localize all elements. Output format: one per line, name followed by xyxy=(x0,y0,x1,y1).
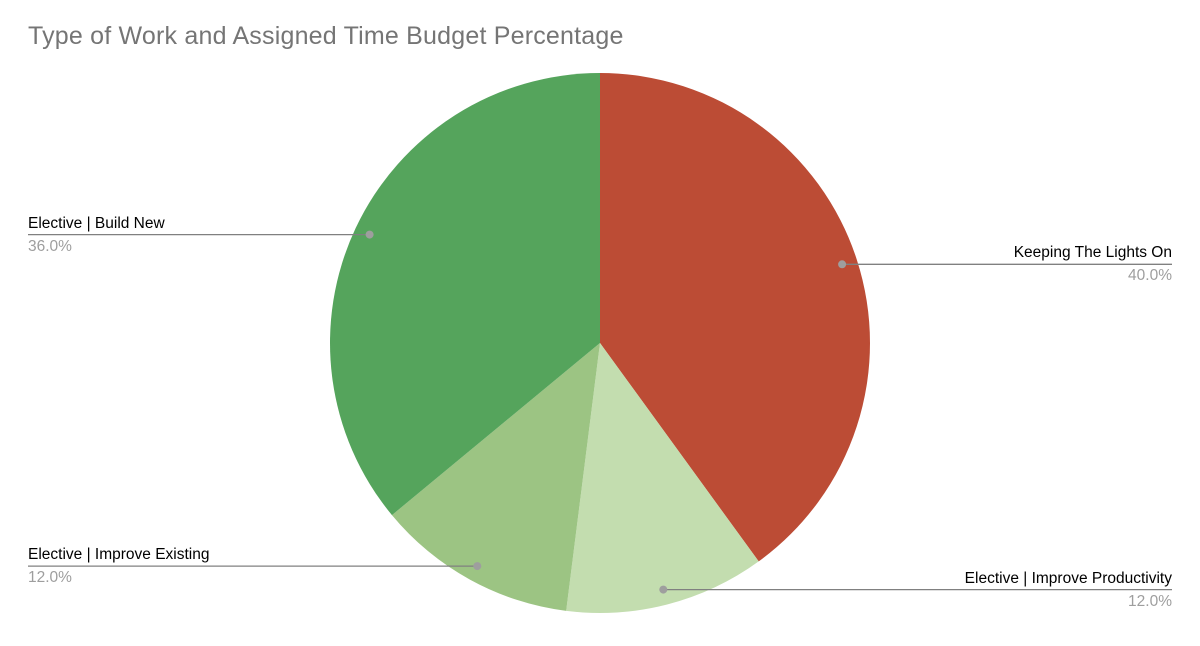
pie-slice-keeping-the-lights-on[interactable] xyxy=(600,73,870,562)
leader-dot-elective-improve-productivity xyxy=(659,585,668,594)
pie-label-elective-improve-existing: Elective | Improve Existing xyxy=(28,546,210,564)
pie-label-elective-improve-productivity: Elective | Improve Productivity xyxy=(964,569,1172,587)
pie-pct-keeping-the-lights-on: 40.0% xyxy=(1128,267,1172,285)
leader-dot-keeping-the-lights-on xyxy=(838,260,847,269)
pie-slice-elective-improve-productivity[interactable] xyxy=(566,343,759,613)
chart-title: Type of Work and Assigned Time Budget Pe… xyxy=(28,22,624,50)
pie-pct-elective-improve-existing: 12.0% xyxy=(28,569,72,587)
pie-label-elective-build-new: Elective | Build New xyxy=(28,214,165,232)
leader-dot-elective-build-new xyxy=(365,230,374,239)
leader-dot-elective-improve-existing xyxy=(473,562,482,571)
pie-pct-elective-build-new: 36.0% xyxy=(28,237,72,255)
pie-slice-elective-build-new[interactable] xyxy=(330,73,600,516)
pie-label-keeping-the-lights-on: Keeping The Lights On xyxy=(1013,244,1172,262)
pie-pct-elective-improve-productivity: 12.0% xyxy=(1128,592,1172,610)
pie-slice-elective-improve-existing[interactable] xyxy=(391,343,600,611)
